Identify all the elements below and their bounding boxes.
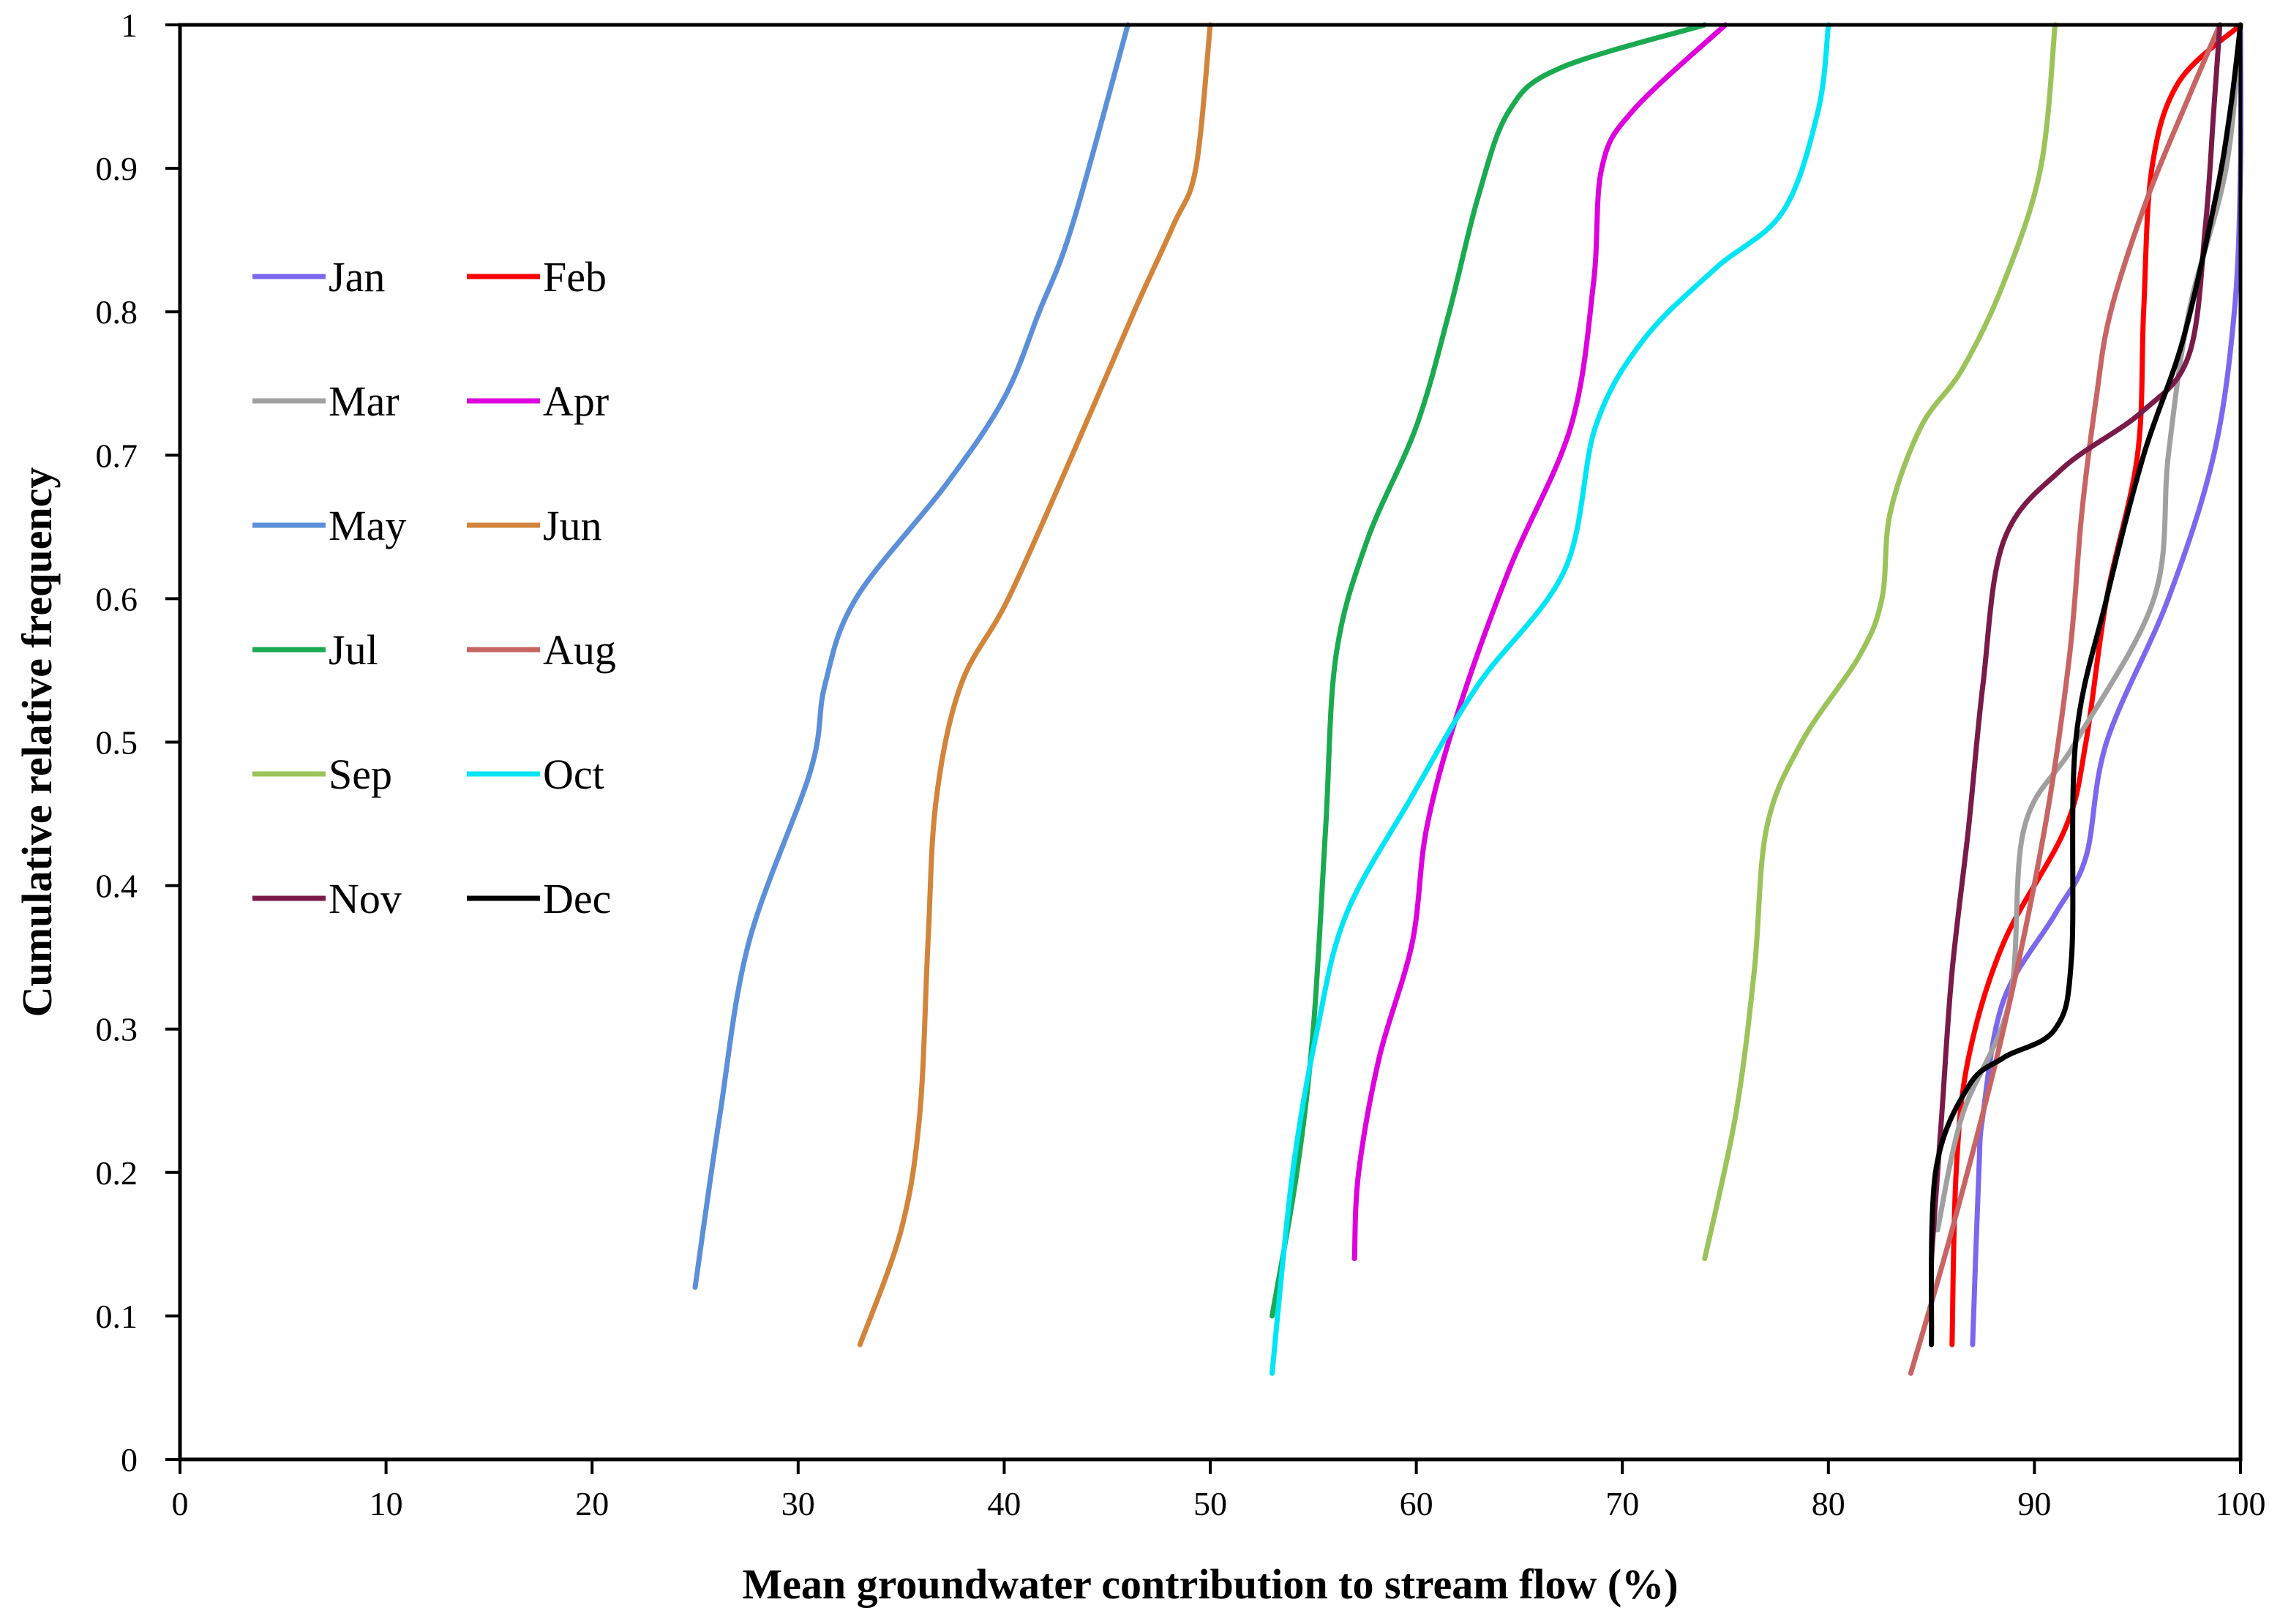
- series-line-jan: [1970, 22, 2244, 1347]
- series-line-jun: [857, 22, 1213, 1347]
- series-line-apr: [1351, 22, 1728, 1261]
- x-tick-label: 90: [2017, 1485, 2051, 1522]
- legend-label: Mar: [329, 377, 400, 425]
- y-tick-label: 0.9: [96, 150, 138, 187]
- legend-label: Jun: [543, 502, 602, 549]
- legend-entry-jul: Jul: [252, 626, 378, 674]
- legend-entry-apr: Apr: [467, 377, 609, 425]
- legend-entry-nov: Nov: [252, 875, 402, 922]
- x-tick-label: 80: [1812, 1485, 1845, 1522]
- legend-entry-oct: Oct: [467, 751, 604, 798]
- legend-label: Nov: [329, 875, 402, 922]
- legend-entry-aug: Aug: [467, 626, 616, 674]
- legend-label: Jul: [329, 626, 378, 674]
- y-tick-label: 0: [121, 1441, 138, 1478]
- legend-label: Dec: [543, 875, 611, 922]
- legend-label: Sep: [329, 751, 392, 798]
- legend-entry-sep: Sep: [252, 751, 392, 798]
- series-line-aug: [1908, 22, 2223, 1376]
- legend-entry-feb: Feb: [467, 253, 607, 301]
- y-tick-label: 0.5: [96, 724, 138, 762]
- series-line-nov: [1929, 22, 2223, 1261]
- legend-label: Jan: [329, 253, 385, 301]
- y-tick-label: 0.1: [96, 1298, 138, 1335]
- ticks-layer: 0 10 20 30 40 50 60 70 80 90 100 0 0.1 0.2 0.3 0.4 0.5 0.…: [96, 7, 2266, 1522]
- series-line-oct: [1270, 22, 1831, 1376]
- y-axis-title: Cumulative relative frequency: [13, 467, 61, 1018]
- legend-label: Apr: [543, 377, 609, 425]
- legend: Jan Feb Mar Apr May Jun Jul Aug Sep Oct Nov Dec: [252, 253, 616, 922]
- legend-label: May: [329, 502, 406, 549]
- y-tick-label: 0.6: [96, 580, 138, 617]
- legend-entry-may: May: [252, 502, 406, 549]
- x-tick-label: 100: [2216, 1485, 2266, 1522]
- x-tick-label: 0: [172, 1485, 189, 1522]
- y-tick-label: 0.3: [96, 1011, 138, 1048]
- series-line-dec: [1929, 22, 2243, 1347]
- x-tick-label: 70: [1605, 1485, 1639, 1522]
- x-tick-label: 30: [781, 1485, 815, 1522]
- legend-label: Oct: [543, 751, 604, 798]
- legend-entry-jun: Jun: [467, 502, 602, 549]
- y-tick-label: 0.4: [96, 868, 138, 905]
- x-tick-label: 60: [1400, 1485, 1433, 1522]
- series-line-feb: [1949, 22, 2243, 1347]
- legend-entry-mar: Mar: [252, 377, 400, 425]
- y-tick-label: 1: [121, 7, 138, 44]
- series-line-may: [692, 22, 1130, 1290]
- legend-entry-jan: Jan: [252, 253, 385, 301]
- x-tick-label: 50: [1193, 1485, 1227, 1522]
- x-tick-label: 10: [370, 1485, 403, 1522]
- legend-entry-dec: Dec: [467, 875, 611, 922]
- y-tick-label: 0.8: [96, 293, 138, 331]
- x-tick-label: 20: [575, 1485, 609, 1522]
- x-axis-title: Mean groundwater contribution to stream …: [742, 1560, 1678, 1608]
- y-tick-label: 0.7: [96, 437, 138, 474]
- x-tick-label: 40: [987, 1485, 1021, 1522]
- series-line-sep: [1702, 22, 2058, 1261]
- series-line-mar: [1935, 22, 2243, 1233]
- y-tick-label: 0.2: [96, 1154, 138, 1192]
- legend-label: Feb: [543, 253, 607, 301]
- legend-label: Aug: [543, 626, 616, 674]
- series-layer: [692, 22, 2244, 1376]
